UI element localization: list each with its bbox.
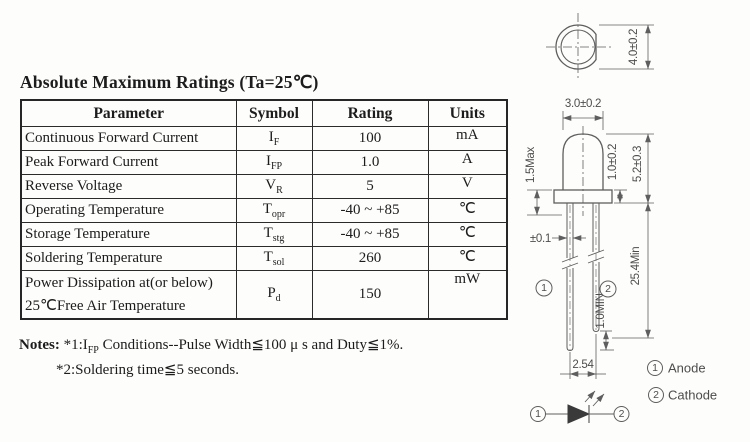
cell-units: ℃ — [427, 198, 508, 223]
cell-rating: 5 — [311, 174, 429, 199]
cell-parameter: Reverse Voltage — [20, 174, 237, 199]
cell-rating: -40 ~ +85 — [311, 222, 429, 247]
table-row: Operating Temperature Topr -40 ~ +85 ℃ — [20, 198, 508, 223]
cell-symbol: IF — [235, 126, 313, 151]
page-title: Absolute Maximum Ratings (Ta=25℃) — [20, 72, 319, 92]
light-arrow-icon — [592, 393, 605, 407]
dim-cathode-shorter: 1.0MIN — [595, 293, 607, 328]
led-outline-inner — [560, 29, 596, 65]
table-row: Soldering Temperature Tsol 260 ℃ — [20, 246, 508, 271]
dim-flange-height: 1.0±0.2 — [607, 144, 619, 180]
cell-rating: 1.0 — [311, 150, 429, 175]
table-row: Power Dissipation at(or below) 25℃Free A… — [20, 270, 508, 320]
cell-rating: 150 — [311, 270, 429, 320]
led-schematic-symbol: 1 2 — [530, 390, 630, 424]
cell-units: V — [427, 174, 508, 199]
svg-text:2: 2 — [605, 283, 611, 295]
cell-symbol: IFP — [235, 150, 313, 175]
svg-text:1: 1 — [535, 408, 541, 420]
cell-rating: 260 — [311, 246, 429, 271]
legend-anode-label: Anode — [668, 361, 706, 376]
dim-standoff: 1.5Max — [525, 146, 537, 182]
anode-lead — [561, 203, 579, 352]
cell-symbol: Tsol — [235, 246, 313, 271]
legend-anode-balloon — [647, 360, 663, 376]
cell-units: ℃ — [427, 246, 508, 271]
cell-units: ℃ — [427, 222, 508, 247]
table-header-row: Parameter Symbol Rating Units — [20, 99, 508, 127]
cell-parameter: Peak Forward Current — [20, 150, 237, 175]
cell-parameter: Continuous Forward Current — [20, 126, 237, 151]
symbol-pin2-balloon — [613, 406, 630, 422]
pin-legend: 1 Anode 2 Cathode — [647, 360, 717, 403]
cell-parameter: Operating Temperature — [20, 198, 237, 223]
table-row: Continuous Forward Current IF 100 mA — [20, 126, 508, 151]
cathode-lead — [587, 203, 605, 333]
cell-rating: 100 — [311, 126, 429, 151]
cell-units: A — [427, 150, 508, 175]
dim-lead-tolerance: ±0.1 — [530, 233, 551, 245]
cell-symbol: VR — [235, 174, 313, 199]
note-line-2: *2:Soldering time≦5 seconds. — [56, 362, 239, 378]
dim-lead-length: 25.4Min — [630, 247, 642, 286]
dim-total-height: 5.2±0.3 — [632, 146, 644, 182]
header-parameter: Parameter — [20, 99, 237, 127]
cell-parameter: Storage Temperature — [20, 222, 237, 247]
cell-symbol: Pd — [235, 270, 313, 320]
dim-body-width: 3.0±0.2 — [565, 98, 601, 110]
table-row: Peak Forward Current IFP 1.0 A — [20, 150, 508, 175]
header-symbol: Symbol — [235, 99, 313, 127]
pin2-balloon: 2 — [599, 280, 617, 298]
cell-parameter: Power Dissipation at(or below) 25℃Free A… — [20, 270, 237, 320]
cell-rating: -40 ~ +85 — [311, 198, 429, 223]
svg-text:1: 1 — [652, 362, 658, 374]
cell-symbol: Tstg — [235, 222, 313, 247]
absolute-maximum-ratings-table: Parameter Symbol Rating Units Continuous… — [20, 99, 508, 320]
led-outline-outer — [555, 24, 597, 70]
light-arrow-icon — [584, 390, 596, 403]
cell-parameter: Soldering Temperature — [20, 246, 237, 271]
legend-cathode-label: Cathode — [668, 388, 717, 403]
diode-triangle — [567, 404, 591, 424]
svg-text:2: 2 — [653, 389, 659, 401]
led-side-view: 3.0±0.2 — [525, 98, 654, 379]
cell-units: mA — [427, 126, 508, 151]
legend-cathode-balloon — [648, 387, 664, 403]
dim-top-diameter: 4.0±0.2 — [628, 29, 640, 65]
cell-symbol: Topr — [235, 198, 313, 223]
table-row: Storage Temperature Tstg -40 ~ +85 ℃ — [20, 222, 508, 247]
table-row: Reverse Voltage VR 5 V — [20, 174, 508, 199]
led-top-view: 4.0±0.2 — [546, 13, 654, 81]
note-line-1: Notes: *1:IFP Conditions--Pulse Width≦10… — [19, 337, 404, 356]
notes-label: Notes: — [19, 337, 60, 353]
pin1-balloon: 1 — [535, 279, 553, 297]
svg-text:2: 2 — [619, 408, 625, 420]
led-mechanical-drawing: 4.0±0.2 3.0±0.2 — [525, 13, 717, 424]
notes-block: Notes: *1:IFP Conditions--Pulse Width≦10… — [19, 335, 403, 379]
svg-text:1: 1 — [541, 282, 547, 294]
header-units: Units — [427, 99, 508, 127]
header-rating: Rating — [311, 99, 429, 127]
cell-units: mW — [427, 270, 508, 320]
dim-lead-pitch: 2.54 — [572, 359, 594, 371]
